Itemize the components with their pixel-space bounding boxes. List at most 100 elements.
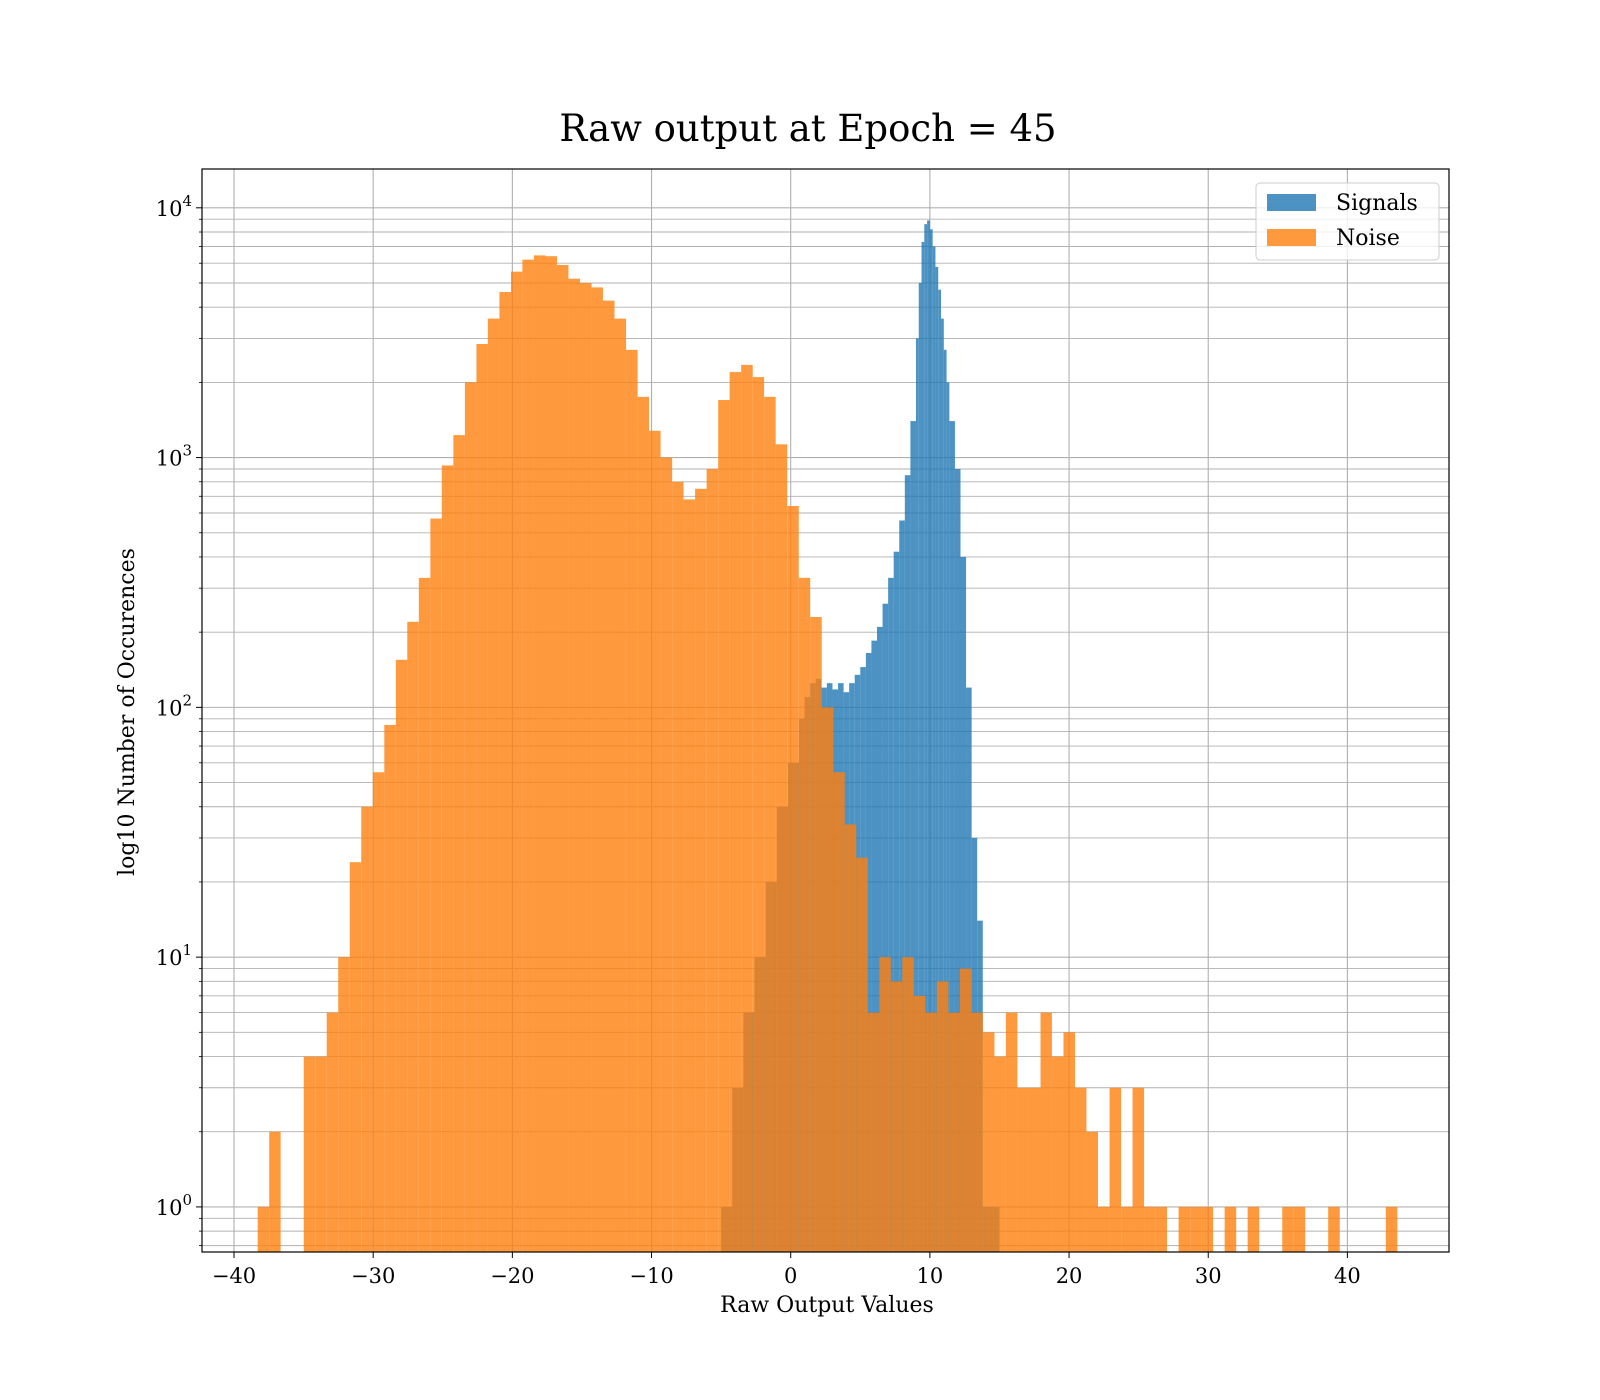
noise-bar <box>372 772 385 1252</box>
noise-bar <box>533 255 546 1252</box>
noise-bar <box>729 372 742 1252</box>
signals-bar <box>865 653 872 1252</box>
signals-bar <box>904 475 911 1253</box>
noise-bar <box>257 1206 270 1252</box>
noise-bar <box>349 862 362 1252</box>
signals-bar <box>888 577 894 1252</box>
noise-bar <box>1005 1012 1018 1252</box>
noise-bar <box>1144 1206 1156 1252</box>
noise-bar <box>1098 1206 1110 1252</box>
signals-bar <box>918 282 922 1252</box>
y-tick-label: 101 <box>156 941 192 970</box>
noise-bar <box>1063 1032 1076 1252</box>
noise-bar <box>833 772 845 1252</box>
noise-bar <box>1282 1206 1294 1252</box>
x-tick-label: 0 <box>784 1264 797 1288</box>
noise-bar <box>936 981 949 1252</box>
x-axis-label: Raw Output Values <box>720 1293 934 1318</box>
y-axis-label: log10 Number of Occurences <box>115 548 140 876</box>
noise-bar <box>269 1131 281 1252</box>
legend-swatch-noise <box>1267 229 1316 246</box>
y-axis-ticks: 100 101 102 103 104 <box>156 192 202 1247</box>
signals-bar <box>949 421 955 1253</box>
noise-bar <box>1190 1206 1202 1252</box>
signals-bar <box>910 421 916 1253</box>
noise-bar <box>810 617 822 1252</box>
noise-bar <box>1040 1012 1052 1252</box>
noise-bar <box>775 444 788 1252</box>
noise-bar <box>821 707 834 1252</box>
legend-label-signals: Signals <box>1336 191 1418 216</box>
noise-bar <box>545 256 558 1253</box>
noise-bar <box>418 577 431 1252</box>
noise-bar <box>1132 1087 1145 1252</box>
noise-bar <box>706 469 719 1252</box>
noise-bar <box>1075 1087 1087 1252</box>
x-tick-label: −30 <box>351 1264 395 1288</box>
x-tick-label: −40 <box>212 1264 256 1288</box>
signals-bar <box>882 603 889 1252</box>
signals-bar <box>938 289 942 1252</box>
signals-bar <box>954 469 961 1252</box>
noise-bar <box>764 396 776 1252</box>
noise-bar <box>602 300 615 1252</box>
noise-bar <box>1017 1087 1029 1252</box>
y-tick-label: 103 <box>156 442 192 471</box>
noise-bar <box>1293 1206 1306 1252</box>
noise-bar <box>315 1056 327 1252</box>
noise-bar <box>844 824 857 1252</box>
signals-bar <box>932 246 936 1253</box>
signals-bar <box>915 338 919 1252</box>
signals-bar <box>927 220 930 1253</box>
x-axis-ticks: −40 −30 −20 −10 0 10 20 30 40 <box>212 1252 1361 1288</box>
noise-bar <box>649 430 661 1252</box>
noise-bar <box>326 1012 339 1252</box>
noise-bar <box>879 957 891 1252</box>
signals-bar <box>943 349 947 1253</box>
noise-bar <box>1247 1206 1260 1252</box>
plot-frame <box>201 168 1450 1253</box>
noise-bar <box>395 659 408 1252</box>
noise-bar <box>752 377 765 1253</box>
noise-bar <box>718 400 730 1252</box>
noise-bar <box>672 481 684 1252</box>
noise-bar <box>1201 1206 1214 1252</box>
signals-bar <box>960 556 967 1252</box>
legend-swatch-signals <box>1267 194 1316 211</box>
noise-bar <box>925 1012 937 1252</box>
noise-bar <box>522 259 534 1252</box>
legend: Signals Noise <box>1255 182 1440 261</box>
noise-bar <box>614 318 627 1252</box>
noise-bar <box>384 724 396 1252</box>
noise-bar <box>1051 1056 1064 1252</box>
noise-bar <box>303 1056 316 1252</box>
x-tick-label: 30 <box>1195 1264 1222 1288</box>
noise-bar <box>1121 1206 1133 1252</box>
noise-bar <box>959 968 972 1252</box>
signals-bar <box>876 626 883 1252</box>
noise-bar <box>568 278 580 1252</box>
noise-bar <box>476 343 488 1253</box>
noise-bar <box>464 382 477 1252</box>
noise-bar <box>867 1012 880 1252</box>
noise-bar <box>1028 1087 1041 1252</box>
noise-bar <box>683 499 696 1252</box>
noise-bar <box>1224 1206 1237 1252</box>
noise-bar <box>1385 1206 1398 1252</box>
signals-bar <box>946 382 950 1252</box>
y-tick-label: 104 <box>156 192 192 221</box>
signals-bar <box>871 640 877 1252</box>
x-tick-label: −20 <box>490 1264 534 1288</box>
noise-bar <box>1109 1087 1122 1252</box>
noise-bar <box>1155 1206 1168 1252</box>
x-tick-label: 40 <box>1334 1264 1361 1288</box>
signals-bar <box>899 520 905 1252</box>
noise-bar <box>902 957 914 1252</box>
noise-bar <box>741 364 753 1252</box>
noise-bar <box>982 1032 995 1252</box>
noise-bar <box>430 518 442 1252</box>
noise-bar <box>338 957 350 1252</box>
noise-bar <box>557 265 569 1252</box>
noise-bar <box>856 857 868 1252</box>
noise-bar <box>660 457 673 1253</box>
